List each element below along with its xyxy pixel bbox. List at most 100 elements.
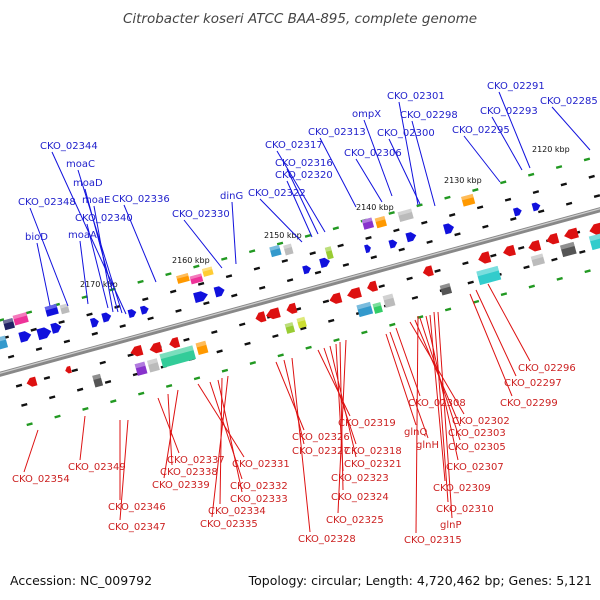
forward-gene-label: moaD xyxy=(73,178,103,189)
forward-gene-arrow-shape xyxy=(18,331,32,343)
reverse-gene-arrow-shape xyxy=(564,227,579,240)
accession-text: Accession: NC_009792 xyxy=(10,573,152,588)
reverse-gene-label: CKO_02338 xyxy=(160,467,218,478)
feature-block xyxy=(0,335,9,351)
track-mark xyxy=(322,299,330,304)
forward-label-leader xyxy=(36,242,51,307)
reverse-label-leader xyxy=(23,429,39,473)
feature-block-gloss xyxy=(296,316,306,323)
feature-block-gloss xyxy=(397,208,412,216)
feature-block-gloss xyxy=(134,361,146,369)
track-mark xyxy=(216,349,223,354)
reverse-gene-label: CKO_02331 xyxy=(232,459,290,470)
track-mark xyxy=(197,281,205,286)
track-mark xyxy=(556,276,563,281)
track-mark xyxy=(583,157,591,162)
forward-label-leader xyxy=(388,138,421,205)
reverse-gene-arrow xyxy=(503,244,516,257)
track-mark xyxy=(314,270,322,275)
track-mark xyxy=(560,182,568,187)
reverse-gene-label: CKO_02334 xyxy=(208,506,266,517)
track-mark xyxy=(406,276,413,281)
feature-block-gloss xyxy=(159,345,194,360)
forward-gene-label: CKO_02300 xyxy=(377,128,435,139)
track-mark xyxy=(193,376,201,381)
feature-block xyxy=(296,316,307,329)
forward-label-leader xyxy=(231,201,237,265)
forward-label-leader xyxy=(319,137,357,208)
feature-block-shape xyxy=(269,244,282,258)
forward-gene-label: ompX xyxy=(352,109,381,120)
track-mark xyxy=(281,258,289,263)
reverse-gene-arrow-shape xyxy=(169,336,181,349)
track-mark xyxy=(225,274,233,279)
reverse-gene-label: CKO_02319 xyxy=(338,418,396,429)
track-mark xyxy=(365,236,372,240)
feature-block-shape xyxy=(397,208,414,223)
reverse-gene-label: CKO_02302 xyxy=(452,416,510,427)
forward-gene-arrow xyxy=(405,232,417,243)
feature-block-gloss xyxy=(195,340,207,348)
track-mark xyxy=(309,251,316,256)
feature-block xyxy=(397,208,414,223)
feature-block-gloss xyxy=(201,266,213,272)
reverse-gene-label: CKO_02328 xyxy=(298,534,356,545)
track-mark xyxy=(211,330,218,335)
forward-gene-arrow xyxy=(319,257,331,268)
track-mark xyxy=(231,293,238,298)
forward-gene-arrow xyxy=(364,244,371,254)
kbp-tick-label: 2160 kbp xyxy=(172,256,210,265)
track-mark xyxy=(532,190,540,195)
kbp-tick-label: 2140 kbp xyxy=(356,203,394,212)
reverse-gene-arrow xyxy=(130,344,144,357)
reverse-label-leader xyxy=(433,311,449,503)
feature-block-gloss xyxy=(189,273,202,280)
reverse-label-leader xyxy=(409,321,465,415)
feature-block xyxy=(269,244,282,258)
reverse-gene-label: CKO_02323 xyxy=(331,473,389,484)
track-mark xyxy=(527,172,535,177)
reverse-gene-arrow xyxy=(422,265,434,277)
genome-backbone xyxy=(0,207,600,377)
track-mark xyxy=(537,209,545,214)
reverse-gene-label: CKO_02318 xyxy=(344,446,402,457)
track-mark xyxy=(378,284,385,289)
track-mark xyxy=(421,220,428,225)
track-mark xyxy=(99,360,106,365)
kbp-ticks: 2120 kbp 2130 kbp 2140 kbp 2150 kbp 2160 kbp… xyxy=(80,145,570,289)
reverse-gene-label: CKO_02349 xyxy=(68,462,126,473)
forward-gene-arrow xyxy=(101,312,112,323)
feature-block xyxy=(189,273,204,285)
track-mark xyxy=(86,312,93,317)
reverse-label-leader xyxy=(487,283,531,362)
forward-gene-arrow-shape xyxy=(193,291,208,303)
feature-block xyxy=(356,301,374,318)
forward-label-leader xyxy=(463,135,501,183)
feature-block-gloss xyxy=(374,215,386,223)
feature-block-shape xyxy=(283,243,294,256)
reverse-gene-arrow-shape xyxy=(65,365,72,374)
reverse-gene-arrow xyxy=(265,307,281,320)
reverse-label-leader xyxy=(275,361,305,431)
reverse-gene-arrow-shape xyxy=(347,287,362,299)
track-mark xyxy=(81,295,88,300)
track-mark xyxy=(472,188,479,192)
reverse-label-leader xyxy=(475,289,517,377)
feature-block xyxy=(283,243,294,256)
track-mark xyxy=(276,241,284,246)
forward-gene-arrow xyxy=(512,207,522,217)
reverse-gene-label: glnH xyxy=(416,440,439,451)
track-mark xyxy=(490,253,497,258)
reverse-label-leader xyxy=(157,397,180,454)
track-mark xyxy=(58,320,65,325)
reverse-label-leader xyxy=(414,319,461,427)
track-mark xyxy=(361,330,368,335)
feature-block-gloss xyxy=(2,317,14,325)
reverse-gene-arrow-shape xyxy=(329,292,343,304)
forward-gene-arrow-shape xyxy=(364,244,371,254)
track-mark xyxy=(476,205,484,210)
forward-gene-labels: bioD CKO_02348 moaA CKO_02340 moaE moaD moaC CK… xyxy=(18,81,598,315)
kbp-tick-label: 2170 kbp xyxy=(80,280,118,289)
forward-gene-label: CKO_02336 xyxy=(112,194,170,205)
track-mark xyxy=(500,292,508,297)
